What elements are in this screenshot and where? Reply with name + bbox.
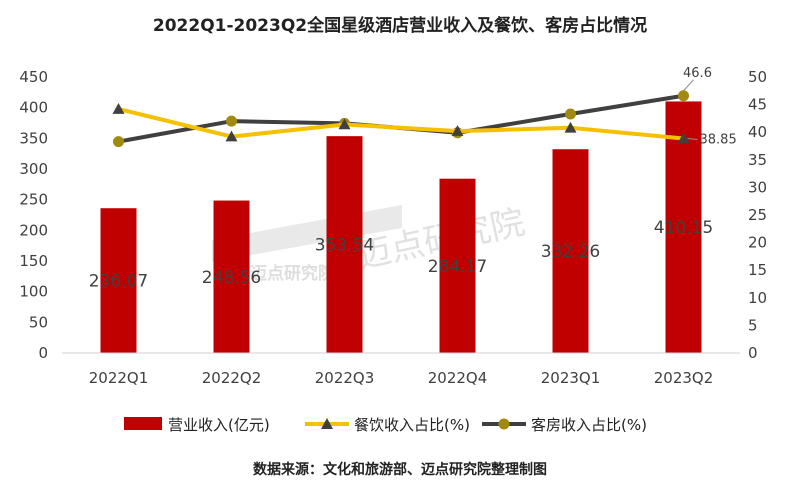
y-left-tick-label: 200 xyxy=(19,221,48,239)
legend-marker-circle xyxy=(498,418,510,430)
legend-swatch-bar xyxy=(124,417,162,430)
x-tick-label: 2022Q3 xyxy=(315,369,375,387)
series-line xyxy=(118,107,684,141)
y-left-tick-label: 450 xyxy=(19,68,48,86)
legend-label: 客房收入占比(%) xyxy=(531,416,647,434)
series-line xyxy=(118,93,684,144)
point-data-label: 46.6 xyxy=(683,66,712,81)
y-right-tick-label: 25 xyxy=(748,206,767,224)
y-right-tick-label: 50 xyxy=(748,68,767,86)
label-leader-line xyxy=(687,138,698,141)
y-right-tick-label: 10 xyxy=(748,289,767,307)
y-left-tick-label: 50 xyxy=(29,313,48,331)
y-axis-left: 0 50 100 150 200 250 300 350 400 450 xyxy=(19,68,48,362)
y-right-tick-label: 15 xyxy=(748,261,767,279)
y-left-tick-label: 350 xyxy=(19,129,48,147)
data-point xyxy=(226,115,237,127)
x-tick-label: 2023Q1 xyxy=(541,369,601,387)
label-leader-line xyxy=(683,79,694,92)
x-tick-label: 2022Q1 xyxy=(89,369,149,387)
bar-data-label: 248.56 xyxy=(202,268,261,288)
data-point xyxy=(451,125,464,136)
data-point xyxy=(677,132,690,144)
data-point xyxy=(113,136,124,148)
bar xyxy=(439,178,476,353)
bar-series xyxy=(100,101,702,353)
watermark-small-text: 迈点研究院 xyxy=(250,263,335,284)
y-left-tick-label: 300 xyxy=(19,160,48,178)
bar-data-label: 353.54 xyxy=(315,236,374,256)
chart-title: 2022Q1-2023Q2全国星级酒店营业收入及餐饮、客房占比情况 xyxy=(153,15,647,36)
y-right-tick-label: 40 xyxy=(748,123,767,141)
y-left-tick-label: 100 xyxy=(19,283,48,301)
data-point xyxy=(225,130,238,142)
y-left-tick-label: 0 xyxy=(38,344,48,362)
x-tick-label: 2022Q4 xyxy=(428,369,488,387)
bar-data-labels: 236.07 248.56 353.54 284.17 332.26 410.15 xyxy=(89,218,713,291)
y-right-tick-label: 0 xyxy=(748,344,758,362)
bar-data-label: 284.17 xyxy=(428,257,487,277)
y-right-tick-label: 5 xyxy=(748,316,758,334)
x-tick-label: 2023Q2 xyxy=(654,369,714,387)
source-note: 数据来源：文化和旅游部、迈点研究院整理制图 xyxy=(253,461,547,478)
bar-data-label: 410.15 xyxy=(654,218,713,238)
y-right-tick-label: 20 xyxy=(748,234,767,252)
line-series: 46.6 38.85 xyxy=(112,66,737,148)
bar xyxy=(100,208,137,353)
x-tick-label: 2022Q2 xyxy=(202,369,262,387)
y-right-tick-label: 30 xyxy=(748,178,767,196)
data-point xyxy=(678,90,689,102)
x-axis: 2022Q1 2022Q2 2022Q3 2022Q4 2023Q1 2023Q2 xyxy=(89,369,714,387)
bar-data-label: 332.26 xyxy=(541,242,600,262)
data-point xyxy=(112,103,125,114)
point-data-label: 38.85 xyxy=(700,133,737,148)
legend-label: 餐饮收入占比(%) xyxy=(354,416,470,434)
y-left-tick-label: 400 xyxy=(19,99,48,117)
legend: 营业收入(亿元) 餐饮收入占比(%) 客房收入占比(%) xyxy=(124,416,647,434)
legend-marker-triangle xyxy=(321,418,333,429)
data-point xyxy=(565,108,576,120)
bar xyxy=(665,101,702,353)
bar xyxy=(213,200,250,353)
y-right-tick-label: 45 xyxy=(748,96,767,114)
data-point xyxy=(338,118,351,130)
bar-data-label: 236.07 xyxy=(89,272,148,292)
y-axis-right: 0 5 10 15 20 25 30 35 40 45 50 xyxy=(748,68,767,362)
y-left-tick-label: 250 xyxy=(19,191,48,209)
bar xyxy=(326,136,363,353)
bar xyxy=(552,149,589,353)
data-point xyxy=(564,121,577,133)
y-right-tick-label: 35 xyxy=(748,151,767,169)
legend-label: 营业收入(亿元) xyxy=(168,416,270,434)
y-left-tick-label: 150 xyxy=(19,252,48,270)
